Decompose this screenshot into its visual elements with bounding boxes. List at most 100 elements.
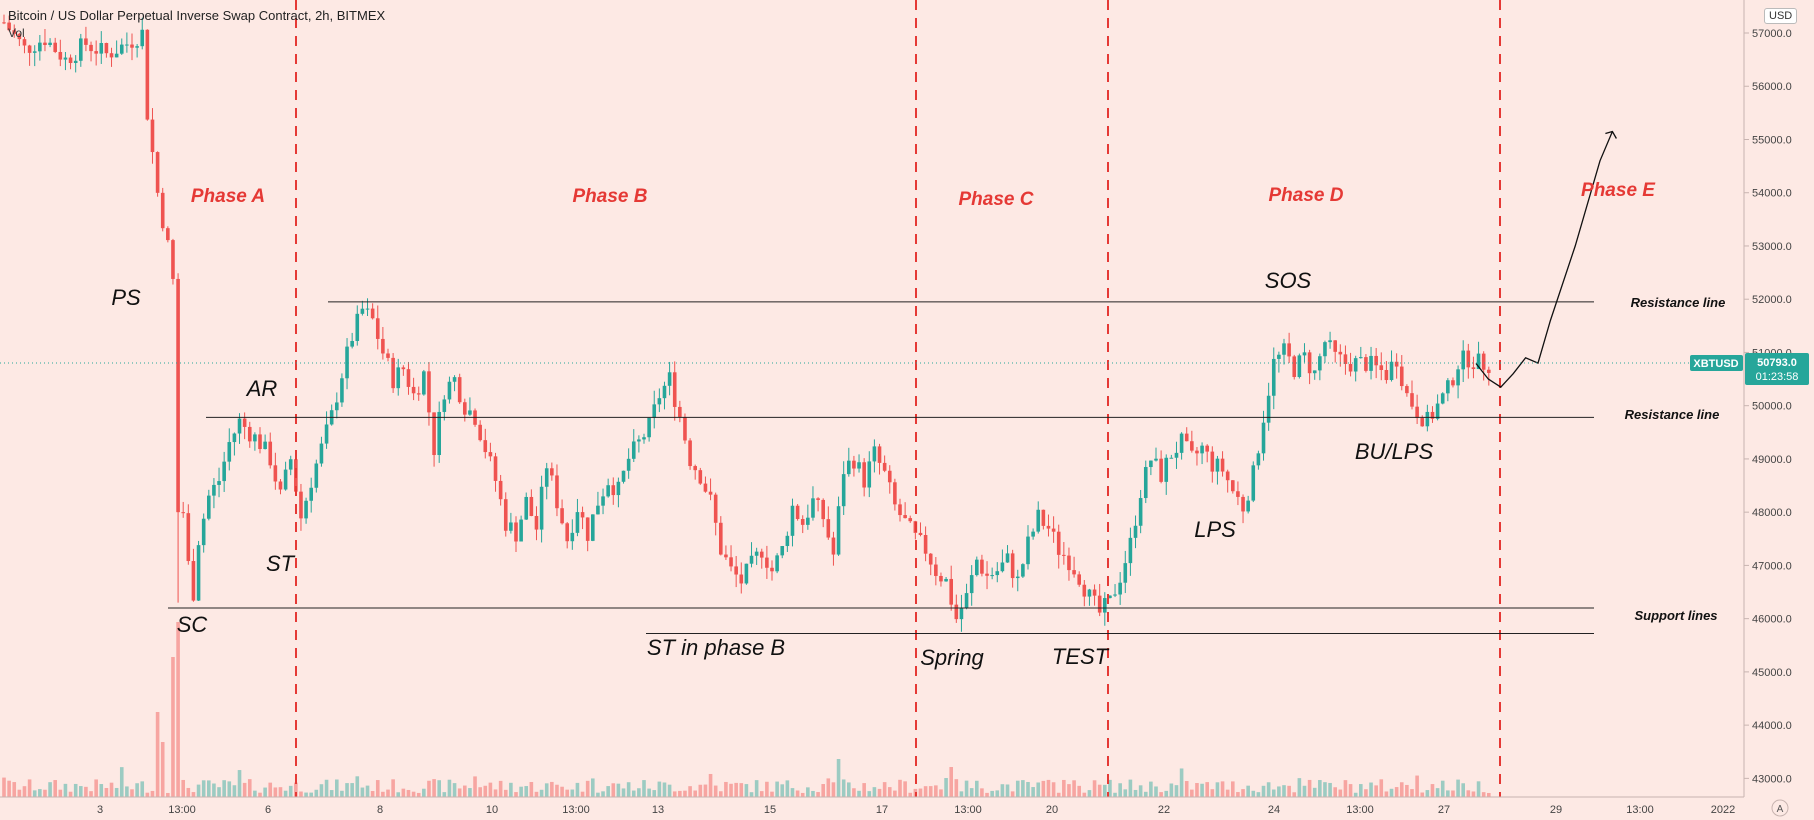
candle-body xyxy=(1292,356,1296,377)
volume-bar xyxy=(212,784,216,797)
volume-bar xyxy=(535,792,539,797)
volume-bar xyxy=(1006,784,1010,797)
candle-body xyxy=(1262,423,1266,454)
candle-body xyxy=(934,565,938,576)
volume-bar xyxy=(463,786,467,797)
volume-bar xyxy=(1216,782,1220,797)
candle-body xyxy=(1118,583,1122,595)
price-tick-label: 48000.0 xyxy=(1752,507,1792,519)
candle-body xyxy=(53,43,57,52)
volume-bar xyxy=(396,792,400,797)
volume-bar xyxy=(719,791,723,797)
volume-bar xyxy=(489,783,493,797)
volume-bar xyxy=(596,793,600,797)
time-axis[interactable] xyxy=(0,797,1814,820)
volume-bar xyxy=(115,788,119,797)
volume-bar xyxy=(801,793,805,797)
time-tick-label: 24 xyxy=(1268,804,1280,816)
volume-bar xyxy=(949,767,953,797)
volume-bar xyxy=(668,785,672,797)
candle-body xyxy=(207,496,211,519)
volume-bar xyxy=(888,787,892,797)
candle-body xyxy=(960,608,964,619)
candle-body xyxy=(1277,355,1281,359)
candle-body xyxy=(980,560,984,574)
volume-bar xyxy=(263,788,267,797)
candle-body xyxy=(1011,553,1015,578)
volume-bar xyxy=(811,791,815,797)
candle-body xyxy=(99,43,103,54)
price-tick-label: 45000.0 xyxy=(1752,667,1792,679)
volume-bar xyxy=(176,622,180,797)
volume-bar xyxy=(443,792,447,797)
candle-body xyxy=(693,466,697,470)
candle-body xyxy=(176,279,180,512)
volume-bar xyxy=(161,742,165,797)
volume-indicator-label[interactable]: Vol xyxy=(8,26,25,40)
volume-bar xyxy=(309,793,313,797)
candle-body xyxy=(1077,574,1081,584)
candle-body xyxy=(699,470,703,483)
volume-bar xyxy=(1077,786,1081,797)
volume-bar xyxy=(1175,785,1179,797)
volume-bar xyxy=(586,781,590,797)
volume-bar xyxy=(893,791,897,797)
volume-bar xyxy=(135,783,139,797)
volume-bar xyxy=(89,791,93,797)
candle-body xyxy=(560,508,564,523)
candle-body xyxy=(1190,441,1194,450)
time-tick-label: 13:00 xyxy=(1346,804,1374,816)
candle-body xyxy=(355,314,359,341)
candle-body xyxy=(1354,358,1358,371)
candle-body xyxy=(448,382,452,400)
candle-body xyxy=(1426,412,1430,426)
candle-body xyxy=(89,45,93,51)
candle-body xyxy=(325,424,329,443)
volume-bar xyxy=(1400,782,1404,797)
volume-bar xyxy=(1415,776,1419,797)
time-tick-label: 20 xyxy=(1046,804,1058,816)
currency-button[interactable]: USD xyxy=(1764,8,1797,24)
candle-body xyxy=(304,501,308,519)
volume-bar xyxy=(1052,782,1056,797)
candle-body xyxy=(427,371,431,412)
candle-body xyxy=(1487,370,1491,373)
candle-body xyxy=(115,54,119,58)
candle-body xyxy=(944,579,948,581)
candle-body xyxy=(1062,555,1066,556)
candle-body xyxy=(571,533,575,541)
candle-body xyxy=(483,440,487,452)
candle-body xyxy=(43,43,47,45)
volume-bar xyxy=(745,784,749,797)
volume-bar xyxy=(1287,786,1291,797)
volume-bar xyxy=(852,788,856,797)
volume-bar xyxy=(658,782,662,797)
volume-bar xyxy=(903,781,907,797)
volume-bar xyxy=(611,783,615,797)
volume-bar xyxy=(1113,793,1117,797)
candle-body xyxy=(1231,480,1235,491)
candle-body xyxy=(530,497,534,516)
candle-body xyxy=(535,516,539,530)
candle-body xyxy=(596,506,600,515)
candle-body xyxy=(340,378,344,402)
volume-bar xyxy=(407,790,411,797)
volume-bar xyxy=(878,789,882,797)
volume-bar xyxy=(258,793,262,797)
volume-bar xyxy=(1103,785,1107,797)
candle-body xyxy=(243,419,247,427)
volume-bar xyxy=(1292,792,1296,797)
candle-body xyxy=(187,513,191,561)
candle-body xyxy=(1400,367,1404,387)
candle-body xyxy=(222,462,226,481)
volume-bar xyxy=(627,782,631,797)
candle-body xyxy=(852,461,856,469)
volume-bar xyxy=(1057,793,1061,797)
volume-bar xyxy=(1298,778,1302,797)
candle-body xyxy=(1083,585,1087,597)
time-tick-label: 29 xyxy=(1550,804,1562,816)
candle-body xyxy=(760,552,764,558)
volume-bar xyxy=(540,790,544,797)
volume-bar xyxy=(791,788,795,797)
